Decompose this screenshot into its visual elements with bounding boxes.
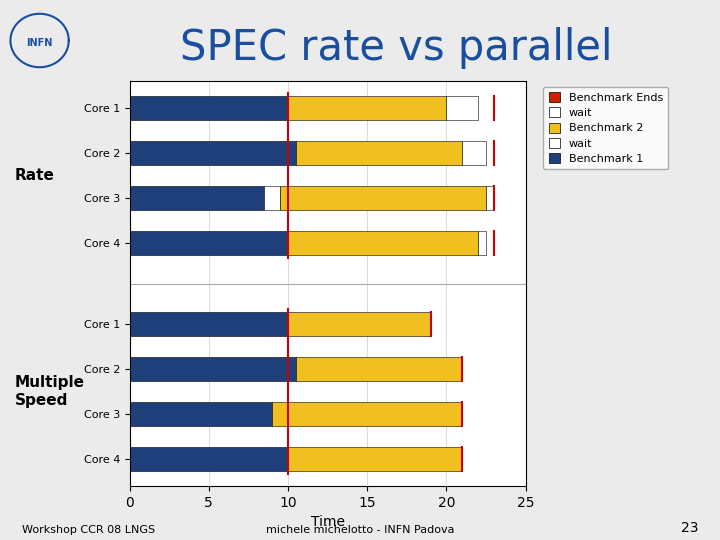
Bar [130, 231, 288, 255]
Text: michele michelotto - INFN Padova: michele michelotto - INFN Padova [266, 524, 454, 535]
Text: Workshop CCR 08 LNGS: Workshop CCR 08 LNGS [22, 524, 155, 535]
Bar [280, 186, 486, 211]
Legend: Benchmark Ends, wait, Benchmark 2, wait, Benchmark 1: Benchmark Ends, wait, Benchmark 2, wait,… [543, 86, 668, 170]
Bar [272, 402, 462, 427]
X-axis label: Time: Time [310, 515, 345, 529]
Bar [130, 312, 288, 336]
Text: SPEC rate vs parallel: SPEC rate vs parallel [180, 27, 612, 69]
Bar [130, 186, 264, 211]
Bar [486, 186, 494, 211]
Bar [288, 312, 431, 336]
Bar [288, 447, 462, 471]
Bar [478, 231, 486, 255]
Bar [288, 231, 478, 255]
Bar [130, 96, 288, 120]
Bar [462, 140, 486, 165]
Bar [264, 186, 280, 211]
Bar [446, 96, 478, 120]
Bar [296, 140, 462, 165]
Text: Rate: Rate [14, 168, 54, 183]
Bar [130, 447, 288, 471]
Text: INFN: INFN [27, 38, 53, 49]
Text: Multiple
Speed: Multiple Speed [14, 375, 84, 408]
Bar [296, 356, 462, 381]
Bar [288, 96, 446, 120]
Text: 23: 23 [681, 521, 698, 535]
Bar [130, 140, 296, 165]
Bar [130, 356, 296, 381]
Bar [130, 402, 272, 427]
